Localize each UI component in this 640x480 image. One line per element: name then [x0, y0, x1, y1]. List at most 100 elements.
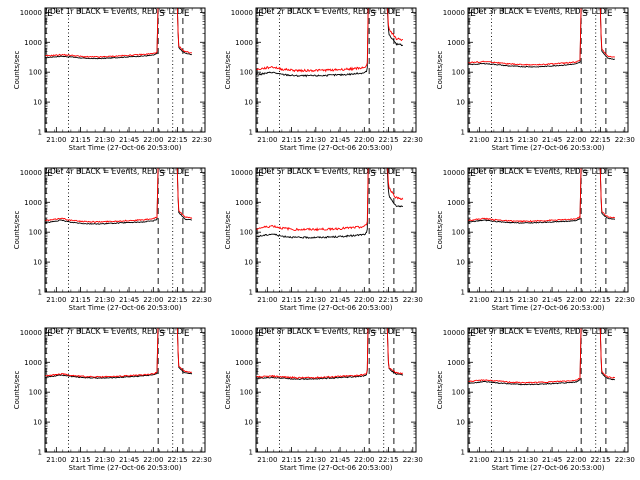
y-tick-label: 1000 — [24, 39, 42, 47]
y-tick-label: 10000 — [443, 329, 465, 337]
event-marker-label: E — [258, 169, 264, 179]
event-marker-label: S — [370, 329, 376, 339]
y-tick-label: 1 — [38, 129, 42, 137]
event-marker-label: E — [470, 9, 476, 19]
x-tick-label: 22:00 — [354, 296, 374, 304]
x-tick-label: 22:00 — [566, 456, 586, 464]
plot-frame — [255, 327, 417, 453]
x-tick-label: 21:00 — [469, 136, 489, 144]
y-tick-label: 100 — [452, 389, 465, 397]
x-tick-label: 21:15 — [70, 456, 90, 464]
panel-title: Det 3r BLACK = Events, RED = LLD — [473, 7, 606, 16]
y-tick-label: 1 — [38, 449, 42, 457]
series-lld-line — [256, 328, 403, 379]
x-tick-label: 21:00 — [257, 456, 277, 464]
x-tick-label: 22:15 — [590, 296, 610, 304]
event-marker-label: E — [258, 9, 264, 19]
y-axis-label: Counts/sec — [13, 371, 21, 410]
x-axis-label: Start Time (27-Oct-06 20:53:00) — [492, 304, 605, 312]
y-tick-label: 10 — [456, 419, 465, 427]
y-tick-label: 100 — [452, 229, 465, 237]
panel-det-3: Det 3r BLACK = Events, RED = LLD 1 10 100 10… — [436, 7, 635, 152]
plot-frame — [44, 167, 206, 293]
y-axis-label: Counts/sec — [224, 51, 232, 90]
panel-title: Det 6r BLACK = Events, RED = LLD — [473, 167, 606, 176]
x-axis-label: Start Time (27-Oct-06 20:53:00) — [69, 464, 182, 472]
x-tick-label: 22:00 — [354, 456, 374, 464]
event-marker-label: E — [47, 9, 53, 19]
x-tick-label: 22:00 — [143, 136, 163, 144]
series-events-line — [468, 168, 616, 224]
series-events-line — [256, 168, 404, 240]
series-lld-line — [256, 168, 404, 232]
event-marker-label: E — [184, 169, 190, 179]
panel-det-9: Det 9r BLACK = Events, RED = LLD 1 10 100 10… — [436, 327, 635, 472]
y-tick-label: 1 — [461, 449, 465, 457]
event-marker-label: E — [470, 329, 476, 339]
x-tick-label: 22:00 — [143, 456, 163, 464]
x-tick-label: 22:15 — [590, 456, 610, 464]
event-marker-label: E — [395, 9, 401, 19]
x-tick-label: 21:15 — [281, 296, 301, 304]
y-axis-label: Counts/sec — [436, 211, 444, 250]
panel-det-4: Det 4r BLACK = Events, RED = LLD 1 10 100 10… — [13, 167, 212, 312]
plot-frame — [467, 327, 629, 453]
y-tick-label: 10 — [244, 419, 253, 427]
series-lld-line — [468, 328, 616, 384]
x-tick-label: 22:15 — [167, 136, 187, 144]
y-axis-label: Counts/sec — [13, 211, 21, 250]
x-tick-label: 21:30 — [306, 136, 326, 144]
x-axis-label: Start Time (27-Oct-06 20:53:00) — [280, 464, 393, 472]
event-marker-label: E — [607, 169, 613, 179]
series-events-line — [45, 8, 192, 60]
x-tick-label: 21:30 — [95, 296, 115, 304]
panel-det-7: Det 7r BLACK = Events, RED = LLD 1 10 100 10… — [13, 327, 212, 472]
x-axis-label: Start Time (27-Oct-06 20:53:00) — [69, 144, 182, 152]
y-tick-label: 100 — [29, 389, 42, 397]
x-tick-label: 22:15 — [167, 296, 187, 304]
y-tick-label: 10000 — [443, 9, 465, 17]
x-tick-label: 21:30 — [306, 456, 326, 464]
plot-frame — [44, 7, 206, 133]
x-tick-label: 22:30 — [615, 456, 635, 464]
x-axis-label: Start Time (27-Oct-06 20:53:00) — [69, 304, 182, 312]
event-marker-label: S — [582, 9, 588, 19]
y-tick-label: 100 — [240, 69, 253, 77]
series-lld-line — [256, 8, 403, 73]
x-tick-label: 21:15 — [70, 136, 90, 144]
panel-title: Det 8r BLACK = Events, RED = LLD — [261, 327, 394, 336]
panel-det-6: Det 6r BLACK = Events, RED = LLD 1 10 100 10… — [436, 167, 635, 312]
x-tick-label: 21:00 — [257, 296, 277, 304]
x-tick-label: 22:30 — [403, 456, 423, 464]
y-tick-label: 100 — [29, 69, 42, 77]
y-tick-label: 10 — [33, 99, 42, 107]
x-tick-label: 21:15 — [281, 456, 301, 464]
y-tick-label: 1 — [461, 129, 465, 137]
y-tick-label: 1000 — [24, 199, 42, 207]
y-tick-label: 10000 — [231, 329, 253, 337]
y-tick-label: 100 — [240, 229, 253, 237]
x-axis-label: Start Time (27-Oct-06 20:53:00) — [492, 464, 605, 472]
y-tick-label: 100 — [452, 69, 465, 77]
x-tick-label: 22:30 — [192, 456, 212, 464]
series-lld-line — [468, 8, 616, 66]
y-tick-label: 100 — [29, 229, 42, 237]
y-tick-label: 1 — [38, 289, 42, 297]
x-tick-label: 22:30 — [192, 296, 212, 304]
x-axis-label: Start Time (27-Oct-06 20:53:00) — [492, 144, 605, 152]
x-tick-label: 21:45 — [542, 456, 562, 464]
x-tick-label: 22:15 — [590, 136, 610, 144]
panel-title: Det 4r BLACK = Events, RED = LLD — [50, 167, 183, 176]
event-marker-label: E — [470, 169, 476, 179]
x-tick-label: 22:00 — [566, 296, 586, 304]
y-tick-label: 10000 — [20, 169, 42, 177]
series-events-line — [256, 328, 404, 381]
x-tick-label: 21:45 — [330, 136, 350, 144]
y-axis-label: Counts/sec — [436, 51, 444, 90]
x-tick-label: 22:30 — [403, 136, 423, 144]
x-tick-label: 22:30 — [615, 136, 635, 144]
y-tick-label: 1 — [461, 289, 465, 297]
x-tick-label: 21:00 — [469, 456, 489, 464]
event-marker-label: S — [159, 169, 165, 179]
